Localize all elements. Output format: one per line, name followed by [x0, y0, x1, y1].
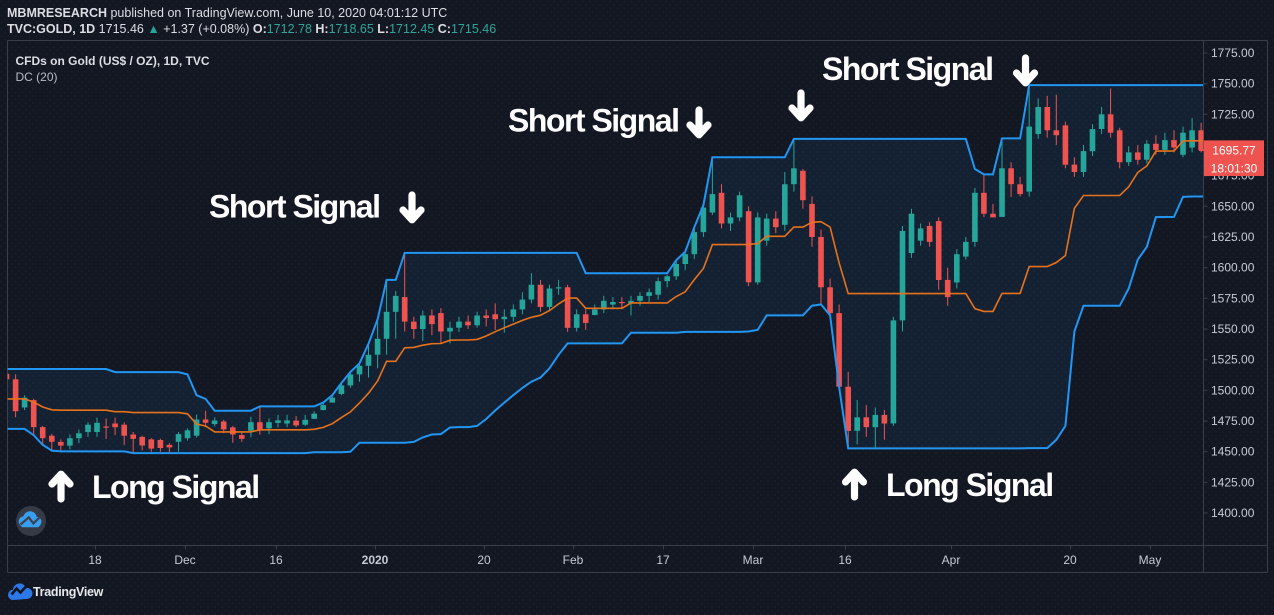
svg-text:May: May	[1139, 553, 1162, 567]
svg-text:1450.00: 1450.00	[1211, 445, 1255, 459]
svg-text:1725.00: 1725.00	[1211, 107, 1255, 121]
svg-text:18:01:30: 18:01:30	[1211, 161, 1258, 175]
svg-text:1695.77: 1695.77	[1212, 143, 1256, 157]
svg-text:17: 17	[656, 553, 670, 567]
svg-text:Short Signal: Short Signal	[508, 103, 678, 139]
svg-text:1550.00: 1550.00	[1211, 322, 1255, 336]
svg-text:Dec: Dec	[174, 553, 195, 567]
svg-text:1525.00: 1525.00	[1211, 353, 1255, 367]
svg-text:1500.00: 1500.00	[1211, 383, 1255, 397]
svg-text:1400.00: 1400.00	[1211, 506, 1255, 520]
svg-text:Long Signal: Long Signal	[886, 467, 1053, 503]
svg-text:1775.00: 1775.00	[1211, 46, 1255, 60]
svg-text:16: 16	[269, 553, 283, 567]
svg-text:20: 20	[477, 553, 491, 567]
svg-text:TVC:GOLD, 1D 1715.46 ▲ +1.37: TVC:GOLD, 1D 1715.46 ▲ +1.37 (+0.08%) O:…	[7, 22, 496, 36]
svg-text:CFDs on Gold (US$ / OZ), 1D, T: CFDs on Gold (US$ / OZ), 1D, TVC	[16, 54, 210, 68]
svg-text:Apr: Apr	[942, 553, 961, 567]
svg-text:18: 18	[88, 553, 102, 567]
svg-text:1650.00: 1650.00	[1211, 199, 1255, 213]
svg-text:Long Signal: Long Signal	[92, 469, 259, 505]
svg-text:1425.00: 1425.00	[1211, 475, 1255, 489]
svg-text:1625.00: 1625.00	[1211, 230, 1255, 244]
svg-text:16: 16	[838, 553, 852, 567]
svg-text:Feb: Feb	[563, 553, 584, 567]
svg-text:Mar: Mar	[743, 553, 764, 567]
svg-text:Short Signal: Short Signal	[209, 189, 379, 225]
svg-text:20: 20	[1063, 553, 1077, 567]
svg-text:2020: 2020	[362, 553, 389, 567]
svg-text:1575.00: 1575.00	[1211, 291, 1255, 305]
svg-text:MBMRESEARCH published on Tradi: MBMRESEARCH published on TradingView.com…	[7, 6, 447, 20]
svg-text:1600.00: 1600.00	[1211, 261, 1255, 275]
svg-text:1750.00: 1750.00	[1211, 77, 1255, 91]
svg-text:Short Signal: Short Signal	[822, 51, 992, 87]
svg-text:TradingView: TradingView	[33, 585, 104, 599]
svg-text:DC (20): DC (20)	[16, 70, 58, 84]
svg-text:1475.00: 1475.00	[1211, 414, 1255, 428]
